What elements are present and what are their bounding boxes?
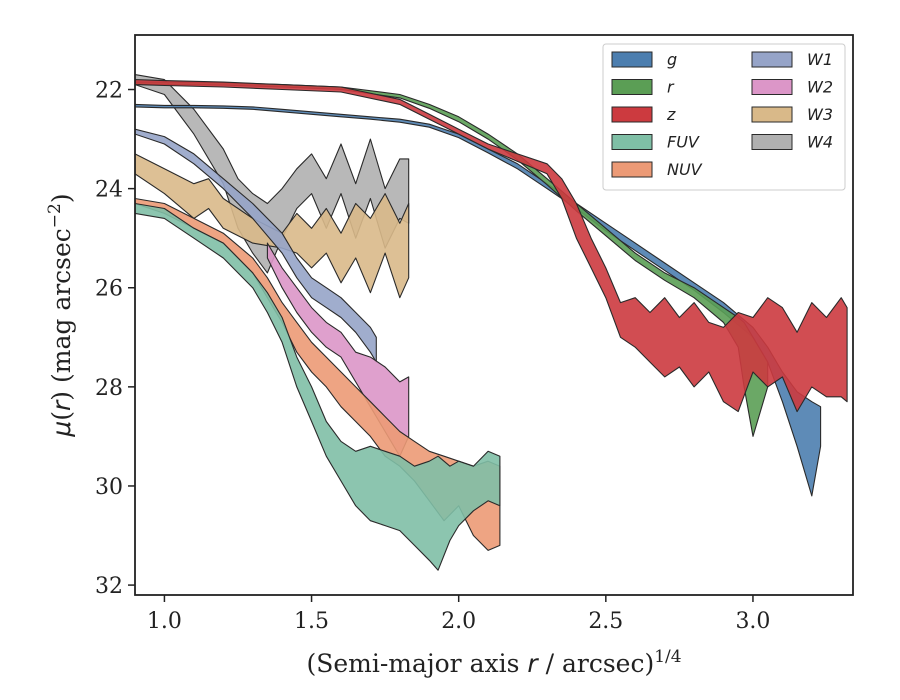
legend-label-r: r xyxy=(667,78,675,97)
y-axis-label: μ(r) (mag arcsec−2) xyxy=(45,193,76,437)
x-axis-ticks: 1.0 1.5 2.0 2.5 3.0 xyxy=(147,595,770,634)
x-tick-label: 1.5 xyxy=(294,609,329,634)
band-fuv xyxy=(135,202,501,571)
legend-swatch-w4 xyxy=(751,134,793,150)
y-tick-label: 30 xyxy=(95,475,123,500)
x-tick-label: 2.0 xyxy=(441,609,476,634)
y-axis-ticks: 22 24 26 28 30 32 xyxy=(95,79,135,599)
legend: grz FUV NUV W1 W2 W3 W4 xyxy=(602,43,846,191)
legend-label-w3: W3 xyxy=(807,105,833,124)
x-tick-label: 2.5 xyxy=(588,609,623,634)
legend-label-g: g xyxy=(667,50,677,69)
y-tick-label: 32 xyxy=(95,574,123,599)
legend-swatch-z xyxy=(611,106,653,123)
plot-frame xyxy=(134,34,854,596)
legend-swatch-fuv xyxy=(611,134,653,150)
y-tick-label: 28 xyxy=(95,376,123,401)
legend-swatch-g xyxy=(611,51,653,68)
legend-label-fuv: FUV xyxy=(667,133,700,152)
y-tick-label: 26 xyxy=(95,277,123,302)
y-tick-label: 24 xyxy=(95,178,123,203)
x-tick-label: 1.0 xyxy=(147,609,182,634)
legend-swatch-nuv xyxy=(611,161,653,178)
legend-label-w2: W2 xyxy=(807,78,833,97)
legend-swatch-w1 xyxy=(751,51,793,68)
legend-label-nuv: NUV xyxy=(667,160,703,179)
x-tick-label: 3.0 xyxy=(735,609,770,634)
legend-label-z: z xyxy=(666,105,676,124)
band-w2 xyxy=(266,242,410,457)
x-axis-label: (Semi-major axis r / arcsec)1/4 xyxy=(306,647,681,678)
band-z xyxy=(135,79,848,413)
band-g xyxy=(135,103,822,497)
legend-swatch-w3 xyxy=(751,106,793,123)
plot-bands xyxy=(135,74,848,571)
legend-swatch-w2 xyxy=(751,79,793,95)
legend-label-w4: W4 xyxy=(807,133,833,152)
legend-swatch-r xyxy=(611,79,653,95)
legend-label-w1: W1 xyxy=(807,50,833,69)
y-tick-label: 22 xyxy=(95,79,123,104)
